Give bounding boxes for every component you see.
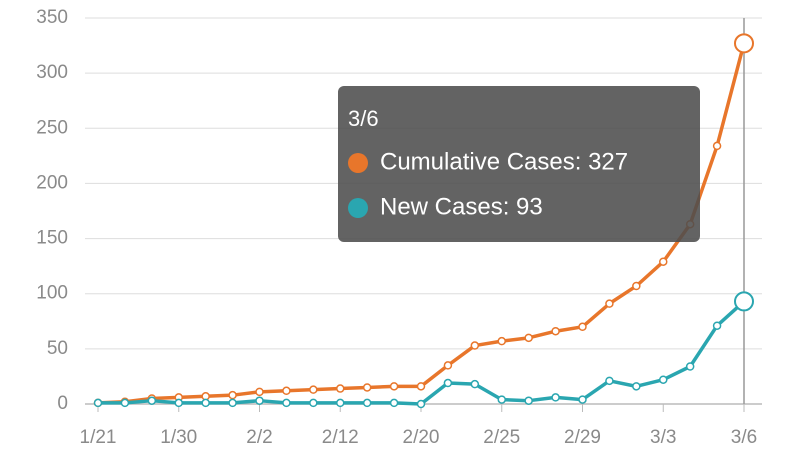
- tooltip-line: New Cases: 93: [380, 193, 543, 220]
- point: [282, 398, 291, 408]
- tooltip-swatch: [348, 198, 368, 218]
- point: [336, 398, 345, 408]
- y-tick-label: 100: [36, 283, 68, 304]
- point: [578, 322, 587, 332]
- point: [228, 398, 237, 408]
- x-tick-label: 2/25: [483, 427, 520, 448]
- y-tick-label: 250: [36, 117, 68, 138]
- point: [443, 361, 453, 370]
- x-tick-label: 3/6: [731, 427, 757, 448]
- x-tick-label: 2/12: [322, 427, 359, 448]
- point: [336, 384, 345, 393]
- point: [201, 398, 210, 408]
- x-tick-label: 3/3: [650, 427, 676, 448]
- tooltip-title: 3/6: [348, 106, 379, 131]
- point: [685, 362, 695, 371]
- x-tick-label: 1/21: [80, 427, 117, 448]
- point: [734, 33, 754, 54]
- point: [497, 395, 506, 404]
- y-tick-label: 150: [36, 228, 68, 249]
- point: [255, 387, 264, 397]
- point: [389, 382, 399, 391]
- point: [282, 386, 291, 396]
- tooltip-box: [338, 86, 700, 242]
- point: [120, 398, 130, 408]
- point: [659, 257, 668, 266]
- y-tick-label: 200: [36, 172, 68, 193]
- point: [255, 396, 264, 405]
- point: [632, 281, 641, 291]
- x-tick-label: 2/20: [403, 427, 440, 448]
- y-tick-label: 350: [36, 7, 68, 28]
- y-tick-label: 300: [36, 62, 68, 83]
- point: [416, 399, 426, 409]
- point: [362, 383, 372, 392]
- point: [659, 375, 668, 384]
- x-tick-label: 2/29: [564, 427, 601, 448]
- tooltip-swatch: [348, 153, 368, 173]
- x-tick-label: 1/30: [160, 427, 197, 448]
- point: [551, 393, 560, 402]
- point: [605, 299, 614, 308]
- point: [470, 341, 480, 350]
- point: [497, 336, 506, 346]
- point: [524, 396, 533, 405]
- point: [605, 376, 614, 386]
- point: [470, 379, 480, 389]
- point: [443, 378, 453, 388]
- y-tick-label: 50: [47, 338, 68, 359]
- x-tick-label: 2/2: [246, 427, 272, 448]
- point: [309, 398, 318, 408]
- y-tick-label: 0: [57, 393, 68, 414]
- point: [93, 398, 103, 408]
- point: [734, 291, 754, 312]
- point: [578, 395, 587, 404]
- point: [309, 385, 318, 394]
- point: [524, 333, 533, 343]
- point: [632, 382, 641, 391]
- tooltip-line: Cumulative Cases: 327: [380, 148, 628, 175]
- point: [389, 398, 399, 408]
- point: [228, 390, 237, 400]
- point: [551, 326, 560, 336]
- point: [147, 396, 157, 405]
- point: [712, 321, 722, 330]
- point: [174, 398, 183, 408]
- point: [712, 141, 722, 151]
- point: [362, 398, 372, 408]
- point: [416, 382, 426, 391]
